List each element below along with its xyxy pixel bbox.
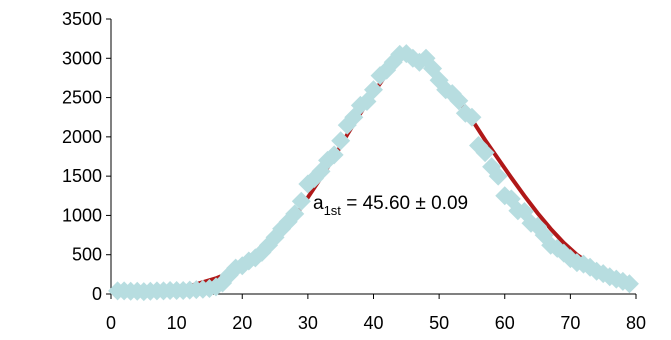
y-tick-label: 3500 (62, 9, 102, 29)
x-tick-label: 10 (167, 313, 187, 333)
data-point (449, 91, 469, 111)
data-point (324, 145, 344, 165)
x-tick-label: 70 (560, 313, 580, 333)
y-tick-label: 1500 (62, 166, 102, 186)
annotation-rest: = 45.60 ± 0.09 (341, 193, 468, 214)
annotation-main: a (313, 193, 324, 214)
data-point (377, 60, 397, 80)
y-tick-label: 500 (72, 245, 102, 265)
x-tick-label: 50 (429, 313, 449, 333)
data-point (462, 107, 482, 127)
x-tick-label: 60 (495, 313, 515, 333)
x-tick-label: 0 (106, 313, 116, 333)
y-tick-label: 1000 (62, 205, 102, 225)
x-tick-label: 20 (232, 313, 252, 333)
annotation-subscript: 1st (324, 203, 342, 218)
y-tick-label: 3000 (62, 48, 102, 68)
y-tick-label: 0 (92, 284, 102, 304)
y-tick-label: 2000 (62, 127, 102, 147)
y-tick-label: 2500 (62, 88, 102, 108)
data-point (291, 191, 311, 211)
data-point (331, 131, 351, 151)
fit-annotation: a1st = 45.60 ± 0.09 (313, 193, 468, 218)
data-point (488, 166, 508, 186)
data-point (619, 274, 639, 294)
data-points (108, 44, 639, 302)
x-tick-label: 30 (298, 313, 318, 333)
data-point (475, 143, 495, 163)
data-point (285, 204, 305, 224)
x-tick-label: 80 (626, 313, 646, 333)
data-point (364, 80, 383, 100)
x-tick-label: 40 (363, 313, 383, 333)
tick-labels: 0 500 1000 1500 2000 2500 3000 3500 0 10 20 30 40 50 6… (62, 9, 646, 333)
